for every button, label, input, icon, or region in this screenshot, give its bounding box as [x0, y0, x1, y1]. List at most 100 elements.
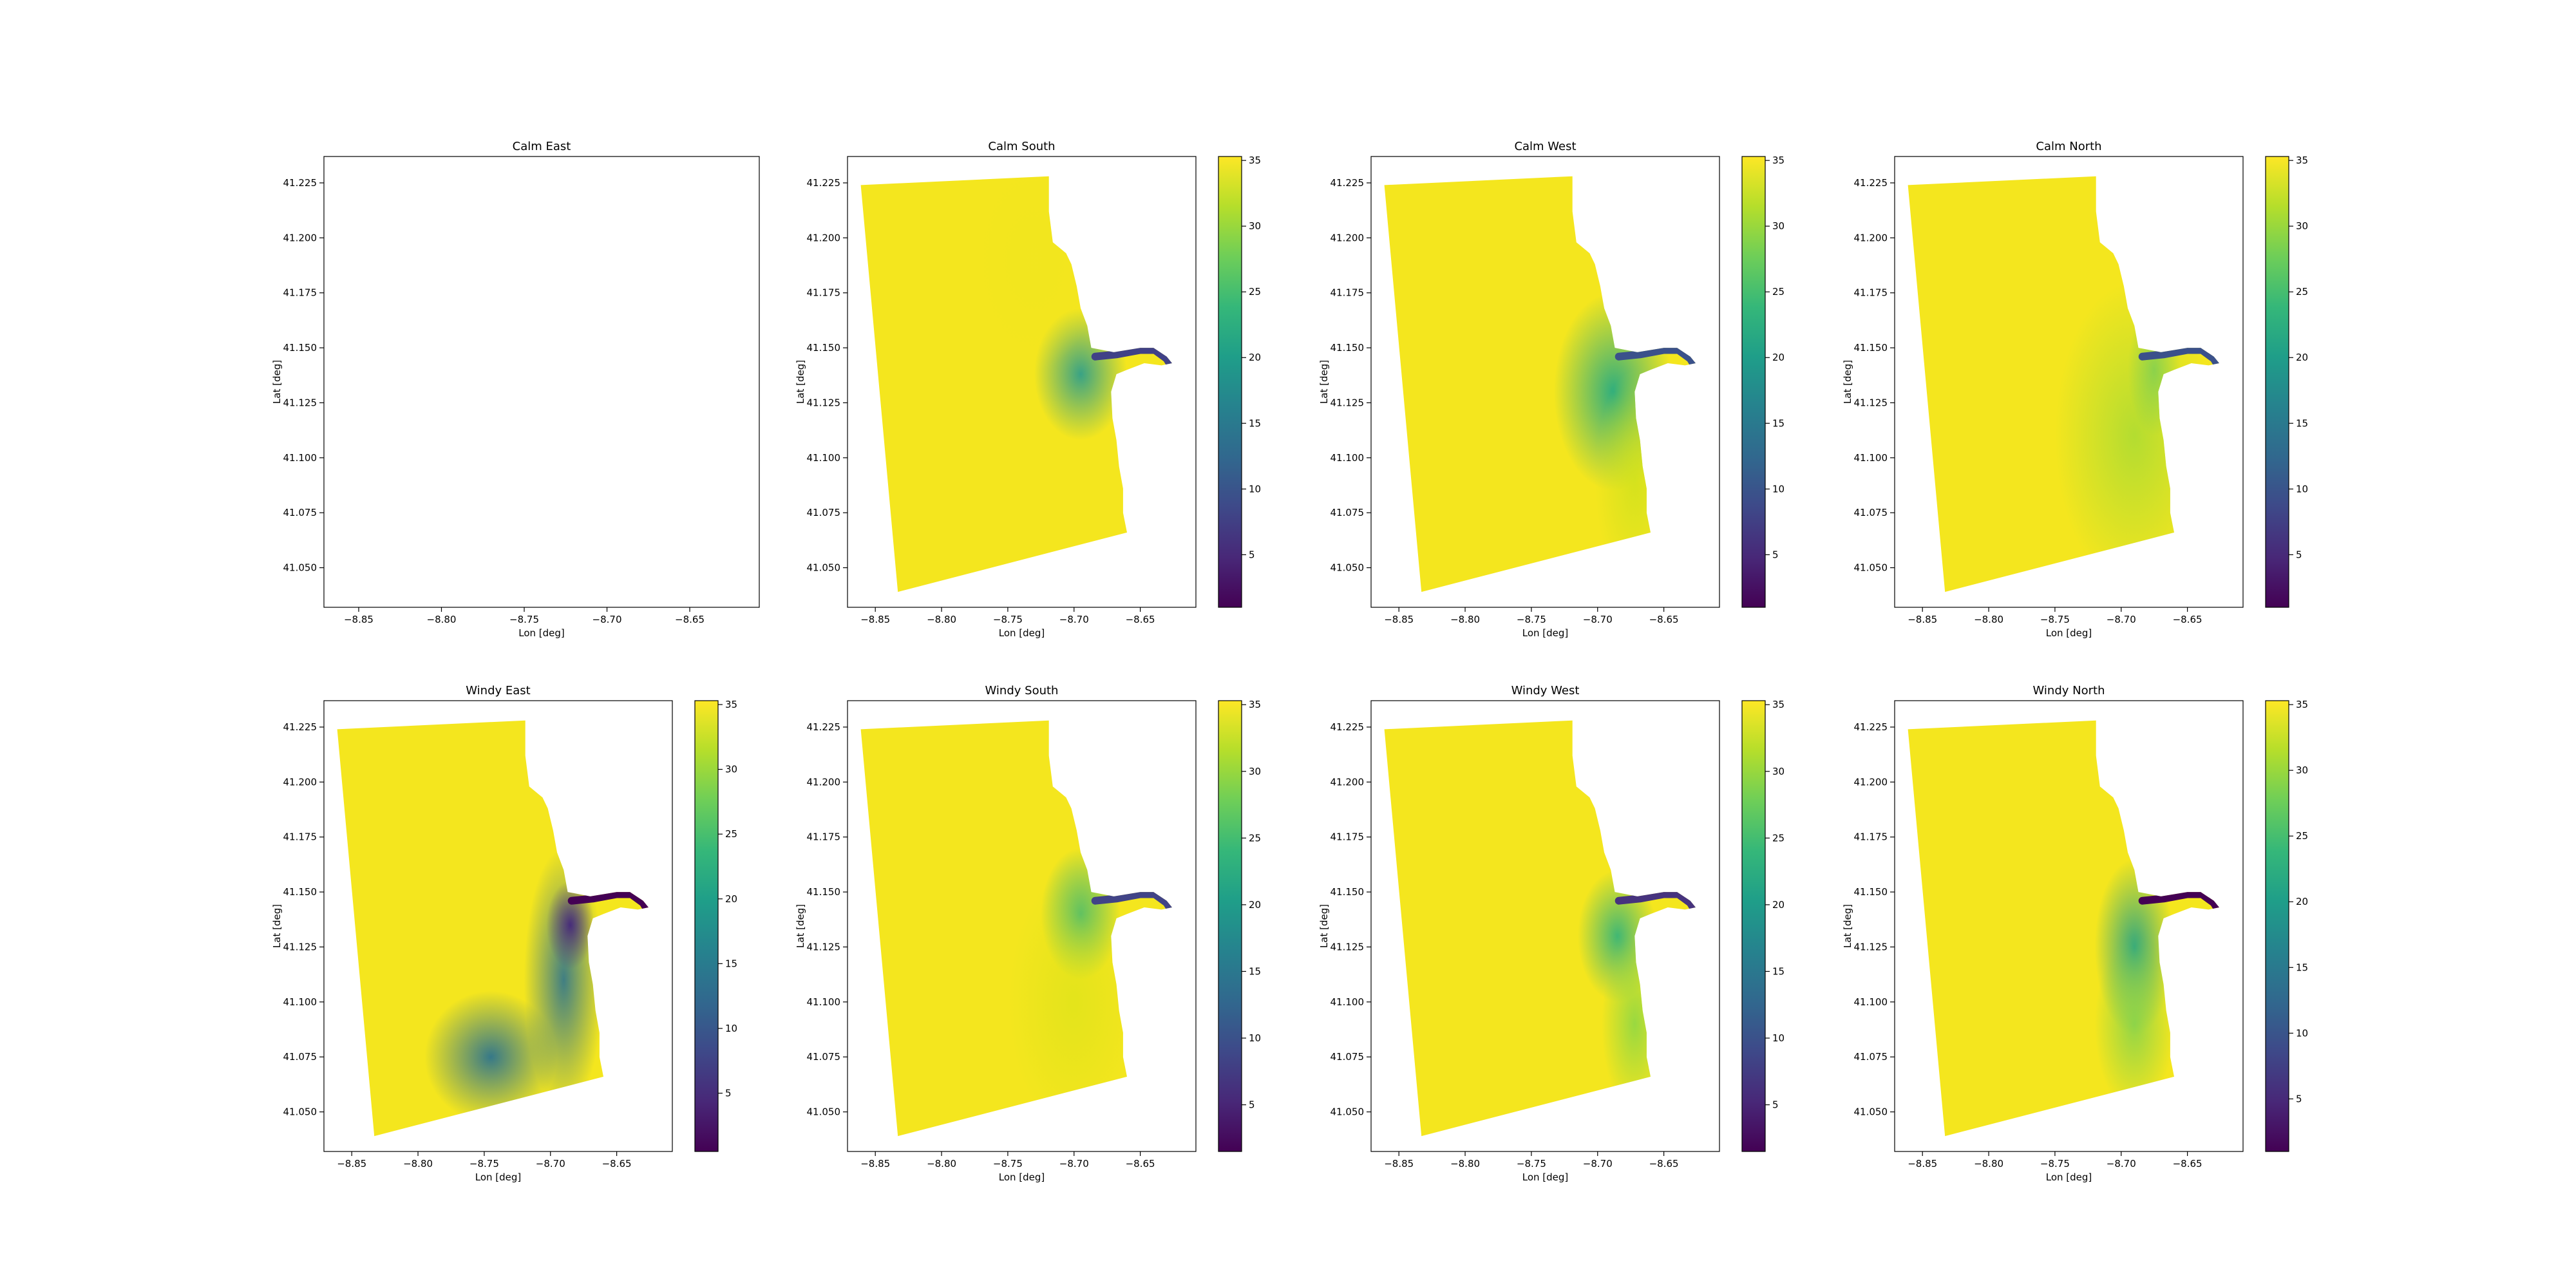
x-tick-label: −8.85: [1384, 614, 1414, 625]
x-tick-label: −8.70: [536, 1158, 565, 1170]
x-tick-label: −8.75: [993, 614, 1023, 625]
colorbar-tick-label: 35: [2296, 155, 2308, 166]
subplot-windy-east: Windy East −8.85 −8.80 −8.75 −8.70 −8.65 Lon […: [271, 684, 737, 1183]
colorbar-tick-label: 10: [1772, 1032, 1785, 1044]
y-axis-label: Lat [deg]: [271, 904, 283, 948]
colorbar-scale: [1741, 700, 1766, 1152]
y-tick-label: 41.150: [283, 886, 317, 898]
subplot-calm-north: Calm North −8.85 −8.80 −8.75 −8.70 −8.65 Lon […: [1842, 140, 2308, 639]
axes-frame: [847, 700, 1197, 1152]
x-tick-label: −8.80: [427, 614, 457, 625]
y-tick-label: 41.175: [807, 287, 841, 299]
x-tick-label: −8.70: [1583, 1158, 1613, 1170]
y-tick-label: 41.125: [283, 941, 317, 952]
y-tick-label: 41.100: [807, 996, 841, 1008]
axes-frame: [1370, 700, 1720, 1152]
colorbar: 5 10 15 20 25 30 35: [694, 699, 737, 1152]
colorbar-tick-label: 30: [1772, 766, 1785, 777]
y-tick-label: 41.225: [283, 721, 317, 733]
colorbar-scale: [1218, 700, 1242, 1152]
y-axis-label: Lat [deg]: [795, 904, 806, 948]
y-tick-label: 41.075: [283, 507, 317, 518]
x-tick-label: −8.75: [2040, 1158, 2070, 1170]
salinity-field: [337, 720, 649, 1137]
salinity-field: [1384, 720, 1696, 1137]
colorbar-tick-label: 5: [725, 1087, 732, 1099]
y-tick-label: 41.050: [1854, 562, 1888, 574]
x-tick-label: −8.75: [993, 1158, 1023, 1170]
colorbar-tick-label: 30: [725, 764, 737, 775]
colorbar-scale: [2265, 156, 2289, 608]
y-tick-label: 41.150: [1331, 342, 1365, 354]
y-tick-label: 41.100: [283, 996, 317, 1008]
x-tick-label: −8.85: [1384, 1158, 1414, 1170]
y-tick-label: 41.175: [283, 831, 317, 843]
colorbar-tick-label: 25: [2296, 286, 2308, 298]
x-tick-label: −8.65: [2173, 614, 2202, 625]
y-tick-label: 41.050: [807, 1106, 841, 1118]
colorbar-tick-label: 15: [1772, 965, 1785, 977]
y-tick-label: 41.225: [1854, 177, 1888, 189]
colorbar: 5 10 15 20 25 30 35: [2265, 699, 2308, 1152]
colorbar-tick-label: 10: [1772, 483, 1785, 495]
x-axis-label: Lon [deg]: [999, 627, 1045, 639]
y-tick-label: 41.225: [807, 721, 841, 733]
colorbar-tick-label: 35: [725, 699, 737, 710]
colorbar: 5 10 15 20 25 30 35: [2265, 155, 2308, 608]
y-tick-label: 41.175: [807, 831, 841, 843]
colorbar-tick-label: 5: [1772, 1099, 1779, 1111]
axes-frame: [323, 156, 760, 608]
y-tick-label: 41.150: [807, 342, 841, 354]
subplot-title: Windy South: [985, 684, 1059, 697]
salinity-field: [1908, 720, 2219, 1137]
colorbar-tick-label: 25: [1772, 832, 1785, 844]
colorbar-tick-label: 15: [2296, 961, 2308, 973]
axes-frame: [1370, 156, 1720, 608]
y-tick-label: 41.100: [283, 452, 317, 464]
salinity-field: [1384, 176, 1696, 592]
colorbar-tick-label: 5: [1249, 1099, 1255, 1111]
salinity-field: [860, 720, 1172, 1137]
salinity-field: [1908, 176, 2219, 592]
colorbar-tick-label: 35: [1772, 699, 1785, 710]
colorbar-tick-label: 10: [2296, 483, 2308, 495]
x-tick-label: −8.65: [602, 1158, 632, 1170]
y-tick-label: 41.225: [1331, 177, 1365, 189]
colorbar-tick-label: 35: [1249, 699, 1261, 710]
y-tick-label: 41.175: [1854, 831, 1888, 843]
y-tick-label: 41.100: [1854, 996, 1888, 1008]
colorbar-tick-label: 30: [2296, 764, 2308, 776]
y-tick-label: 41.100: [1331, 452, 1365, 464]
colorbar-tick-label: 20: [2296, 352, 2308, 363]
colorbar-tick-label: 15: [1249, 417, 1261, 429]
subplot-title: Calm South: [988, 140, 1055, 153]
axes-frame: [847, 156, 1197, 608]
y-tick-label: 41.125: [283, 397, 317, 408]
y-tick-label: 41.125: [1331, 941, 1365, 952]
y-axis-label: Lat [deg]: [1842, 360, 1853, 404]
river-estuary: [2138, 890, 2219, 914]
y-tick-label: 41.050: [1331, 562, 1365, 574]
axes-frame: [1894, 700, 2244, 1152]
x-tick-label: −8.75: [1517, 1158, 1546, 1170]
y-tick-label: 41.100: [807, 452, 841, 464]
x-tick-label: −8.70: [1059, 614, 1089, 625]
x-axis-label: Lon [deg]: [518, 627, 565, 639]
y-tick-label: 41.075: [1854, 1051, 1888, 1063]
salinity-field: [860, 176, 1172, 592]
y-tick-label: 41.150: [1331, 886, 1365, 898]
y-tick-label: 41.150: [283, 342, 317, 354]
y-tick-label: 41.050: [283, 562, 317, 574]
colorbar: 5 10 15 20 25 30 35: [1741, 155, 1785, 608]
x-tick-label: −8.80: [1450, 1158, 1480, 1170]
x-tick-label: −8.75: [1517, 614, 1546, 625]
colorbar-tick-label: 10: [2296, 1027, 2308, 1039]
y-tick-label: 41.200: [1854, 776, 1888, 788]
x-axis-label: Lon [deg]: [1522, 1171, 1569, 1183]
x-tick-label: −8.65: [1649, 1158, 1679, 1170]
x-tick-label: −8.65: [1126, 614, 1155, 625]
colorbar-scale: [694, 700, 719, 1152]
y-tick-label: 41.100: [1854, 452, 1888, 464]
x-tick-label: −8.80: [1974, 1158, 2003, 1170]
